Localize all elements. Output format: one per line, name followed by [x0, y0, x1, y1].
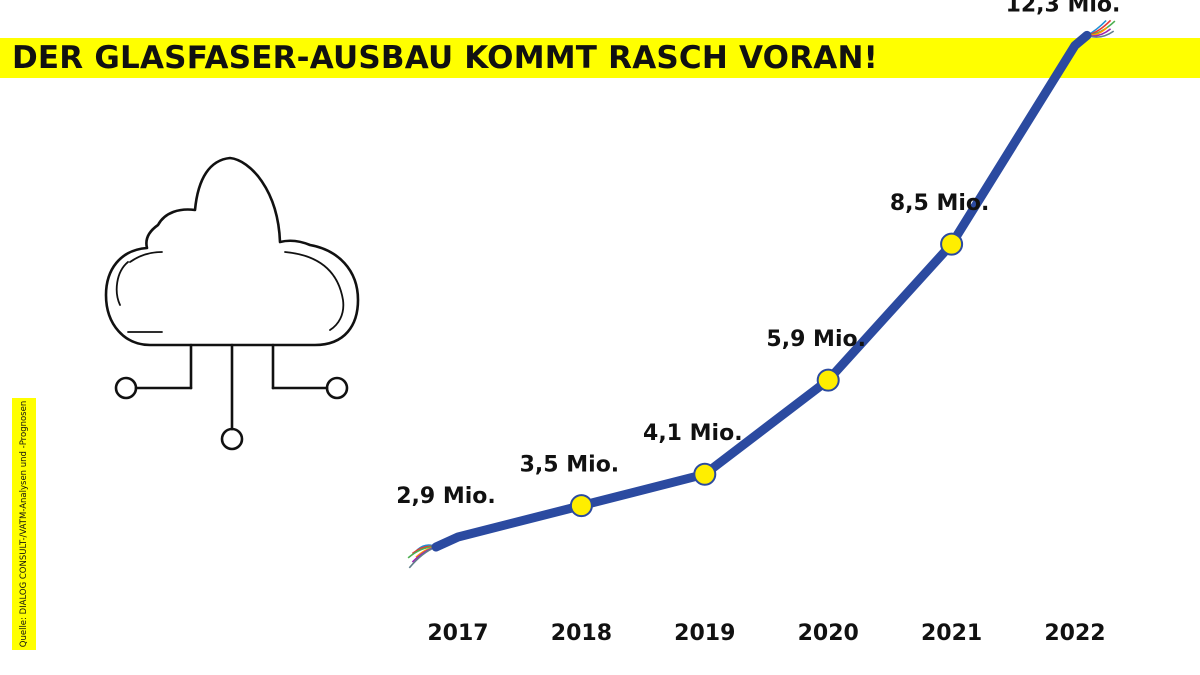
- data-point-2018: [569, 494, 593, 518]
- cloud-network-icon: [104, 156, 360, 451]
- fiber-strand: [408, 546, 437, 569]
- x-tick-label-2021: 2021: [921, 621, 982, 646]
- data-point-2021: [940, 232, 964, 256]
- data-label-2022: 12,3 Mio.: [1006, 0, 1121, 17]
- data-point-2020: [816, 368, 840, 392]
- data-point-2019: [693, 462, 717, 486]
- x-tick-label-2022: 2022: [1044, 621, 1105, 646]
- x-tick-label-2018: 2018: [551, 621, 612, 646]
- source-banner: Quelle: DIALOG CONSULT-/VATM-Analysen un…: [12, 398, 36, 650]
- data-label-2021: 8,5 Mio.: [890, 191, 990, 216]
- data-label-2020: 5,9 Mio.: [766, 327, 866, 352]
- title-banner: DER GLASFASER-AUSBAU KOMMT RASCH VORAN!: [0, 38, 1200, 78]
- data-label-2017: 2,9 Mio.: [396, 484, 496, 509]
- data-label-2019: 4,1 Mio.: [643, 421, 743, 446]
- x-tick-label-2020: 2020: [798, 621, 859, 646]
- data-label-2018: 3,5 Mio.: [520, 453, 620, 478]
- page-title: DER GLASFASER-AUSBAU KOMMT RASCH VORAN!: [12, 40, 878, 76]
- x-tick-label-2017: 2017: [427, 621, 488, 646]
- series-line: [431, 30, 1092, 552]
- x-tick-label-2019: 2019: [674, 621, 735, 646]
